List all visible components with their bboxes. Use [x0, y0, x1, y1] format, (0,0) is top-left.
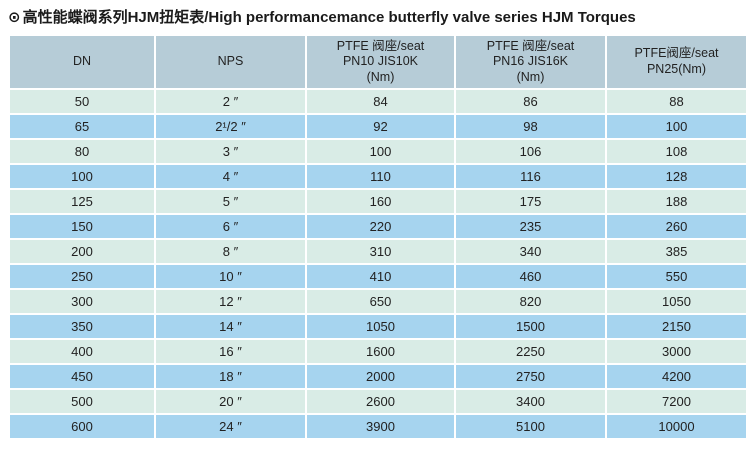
table-cell: 300	[10, 290, 154, 313]
table-row: 80 3 ″ 100 106 108	[10, 140, 746, 163]
table-cell: 8 ″	[156, 240, 305, 263]
table-cell: 650	[307, 290, 454, 313]
table-cell: 400	[10, 340, 154, 363]
table-cell: 1050	[607, 290, 746, 313]
torque-table: DN NPS PTFE 阀座/seat PN10 JIS10K (Nm) PTFE 阀…	[8, 34, 748, 440]
table-cell: 108	[607, 140, 746, 163]
table-header-cell: DN	[10, 36, 154, 88]
table-cell: 3900	[307, 415, 454, 438]
table-cell: 160	[307, 190, 454, 213]
table-cell: 410	[307, 265, 454, 288]
table-cell: 550	[607, 265, 746, 288]
bullet-icon: ⊙	[8, 9, 21, 26]
table-cell: 340	[456, 240, 605, 263]
table-cell: 100	[307, 140, 454, 163]
table-cell: 98	[456, 115, 605, 138]
table-cell: 3400	[456, 390, 605, 413]
table-header-cell: PTFE阀座/seat PN25(Nm)	[607, 36, 746, 88]
table-cell: 4200	[607, 365, 746, 388]
table-row: 125 5 ″ 160 175 188	[10, 190, 746, 213]
table-cell: 80	[10, 140, 154, 163]
table-header-row: DN NPS PTFE 阀座/seat PN10 JIS10K (Nm) PTFE 阀…	[10, 36, 746, 88]
table-cell: 460	[456, 265, 605, 288]
table-cell: 5 ″	[156, 190, 305, 213]
table-cell: 188	[607, 190, 746, 213]
table-cell: 4 ″	[156, 165, 305, 188]
table-cell: 600	[10, 415, 154, 438]
table-cell: 10 ″	[156, 265, 305, 288]
table-cell: 3 ″	[156, 140, 305, 163]
table-cell: 3000	[607, 340, 746, 363]
table-cell: 2600	[307, 390, 454, 413]
table-cell: 1600	[307, 340, 454, 363]
table-cell: 2250	[456, 340, 605, 363]
table-cell: 2750	[456, 365, 605, 388]
table-cell: 110	[307, 165, 454, 188]
table-cell: 10000	[607, 415, 746, 438]
table-row: 65 2¹/2 ″ 92 98 100	[10, 115, 746, 138]
table-cell: 125	[10, 190, 154, 213]
table-cell: 250	[10, 265, 154, 288]
table-cell: 65	[10, 115, 154, 138]
table-cell: 450	[10, 365, 154, 388]
table-cell: 2¹/2 ″	[156, 115, 305, 138]
page-title: ⊙ 高性能蝶阀系列HJM扭矩表/High performancemance bu…	[8, 4, 742, 34]
table-cell: 2150	[607, 315, 746, 338]
table-cell: 116	[456, 165, 605, 188]
table-header-cell: NPS	[156, 36, 305, 88]
table-header-cell: PTFE 阀座/seat PN10 JIS10K (Nm)	[307, 36, 454, 88]
table-cell: 310	[307, 240, 454, 263]
table-cell: 2 ″	[156, 90, 305, 113]
table-cell: 1050	[307, 315, 454, 338]
table-cell: 220	[307, 215, 454, 238]
table-cell: 100	[10, 165, 154, 188]
table-cell: 50	[10, 90, 154, 113]
table-cell: 92	[307, 115, 454, 138]
table-cell: 1500	[456, 315, 605, 338]
table-cell: 175	[456, 190, 605, 213]
table-cell: 2000	[307, 365, 454, 388]
table-row: 400 16 ″ 1600 2250 3000	[10, 340, 746, 363]
table-cell: 260	[607, 215, 746, 238]
table-row: 600 24 ″ 3900 5100 10000	[10, 415, 746, 438]
table-cell: 12 ″	[156, 290, 305, 313]
table-body: 50 2 ″ 84 86 88 65 2¹/2 ″ 92 98 100 80 3 ″ 100 106 108…	[10, 90, 746, 438]
table-cell: 385	[607, 240, 746, 263]
table-row: 50 2 ″ 84 86 88	[10, 90, 746, 113]
table-row: 450 18 ″ 2000 2750 4200	[10, 365, 746, 388]
table-cell: 150	[10, 215, 154, 238]
table-cell: 500	[10, 390, 154, 413]
table-row: 350 14 ″ 1050 1500 2150	[10, 315, 746, 338]
table-row: 150 6 ″ 220 235 260	[10, 215, 746, 238]
table-cell: 128	[607, 165, 746, 188]
table-cell: 200	[10, 240, 154, 263]
table-row: 200 8 ″ 310 340 385	[10, 240, 746, 263]
table-row: 300 12 ″ 650 820 1050	[10, 290, 746, 313]
table-cell: 88	[607, 90, 746, 113]
table-header-cell: PTFE 阀座/seat PN16 JIS16K (Nm)	[456, 36, 605, 88]
table-cell: 20 ″	[156, 390, 305, 413]
table-row: 250 10 ″ 410 460 550	[10, 265, 746, 288]
table-cell: 7200	[607, 390, 746, 413]
table-row: 500 20 ″ 2600 3400 7200	[10, 390, 746, 413]
table-cell: 350	[10, 315, 154, 338]
table-cell: 24 ″	[156, 415, 305, 438]
table-cell: 86	[456, 90, 605, 113]
table-cell: 14 ″	[156, 315, 305, 338]
table-cell: 84	[307, 90, 454, 113]
table-cell: 18 ″	[156, 365, 305, 388]
table-row: 100 4 ″ 110 116 128	[10, 165, 746, 188]
table-cell: 6 ″	[156, 215, 305, 238]
page-title-text: 高性能蝶阀系列HJM扭矩表/High performancemance butt…	[22, 9, 636, 26]
table-cell: 106	[456, 140, 605, 163]
table-cell: 235	[456, 215, 605, 238]
table-cell: 5100	[456, 415, 605, 438]
table-cell: 100	[607, 115, 746, 138]
table-cell: 16 ″	[156, 340, 305, 363]
table-cell: 820	[456, 290, 605, 313]
